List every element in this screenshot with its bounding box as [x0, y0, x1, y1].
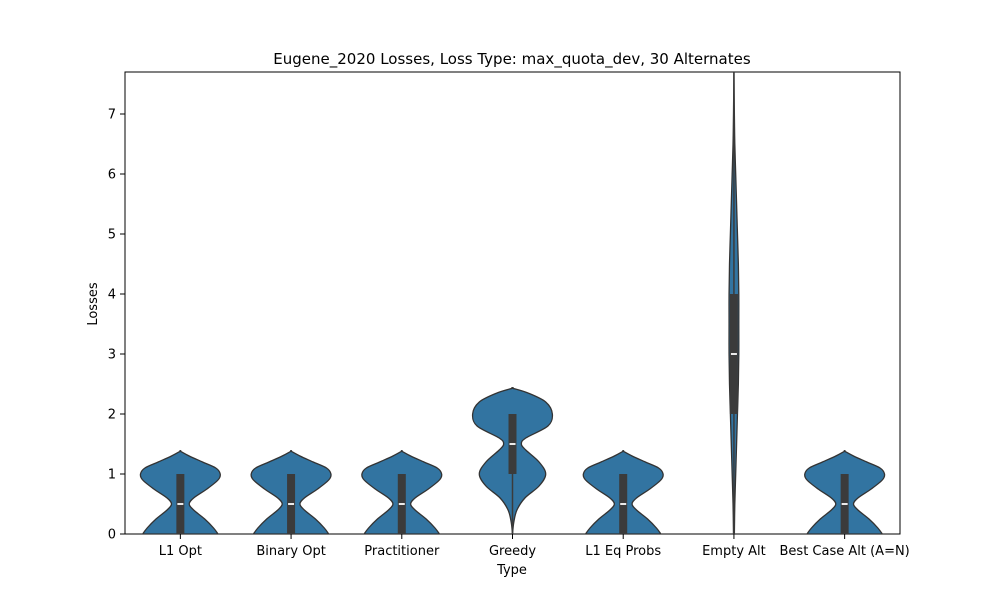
y-tick-label: 6	[108, 168, 116, 183]
y-tick-label: 5	[108, 228, 116, 243]
y-tick-label: 7	[108, 108, 116, 123]
y-tick-label: 1	[108, 468, 116, 483]
x-tick-label: Best Case Alt (A=N)	[780, 544, 910, 559]
x-tick-label: Binary Opt	[256, 544, 326, 559]
y-tick-label: 2	[108, 408, 116, 423]
y-axis-label: Losses	[86, 282, 101, 326]
y-tick-label: 0	[108, 528, 116, 543]
y-tick-label: 3	[108, 348, 116, 363]
plot-area: 0 1 2 3 4 5 6 7 L1 Opt Binary Opt Practitioner Gree…	[108, 71, 910, 559]
x-tick-label: Practitioner	[364, 544, 440, 559]
x-axis-label: Type	[496, 563, 527, 578]
x-tick-label: Empty Alt	[702, 544, 766, 559]
y-tick-label: 4	[108, 288, 116, 303]
x-tick-label: L1 Opt	[159, 544, 202, 559]
chart-title: Eugene_2020 Losses, Loss Type: max_quota…	[273, 50, 751, 69]
x-tick-label: L1 Eq Probs	[585, 544, 661, 559]
x-tick-label: Greedy	[489, 544, 536, 559]
